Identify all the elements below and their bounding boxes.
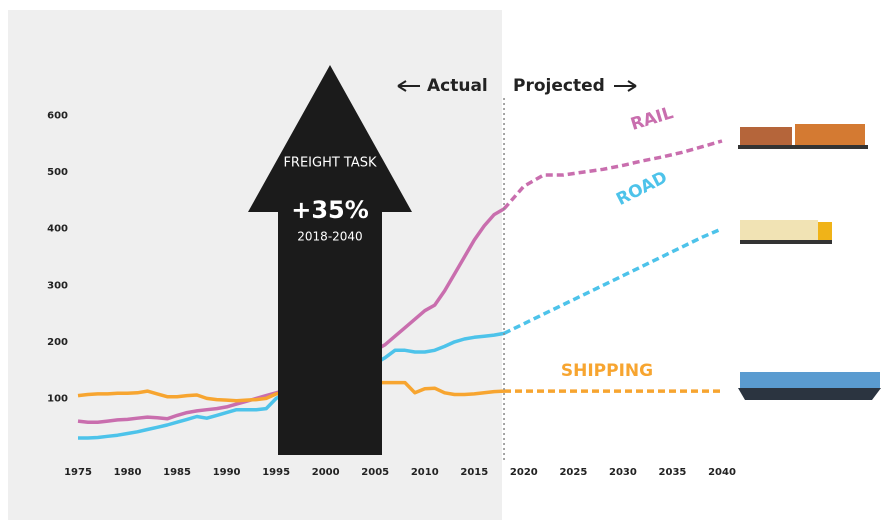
ship-hull — [738, 388, 881, 400]
x-tick-label: 2025 — [559, 467, 587, 478]
truck-cab — [818, 222, 832, 240]
arrow-value: +35% — [291, 196, 369, 224]
y-tick-label: 400 — [47, 224, 68, 235]
y-tick-label: 500 — [47, 167, 68, 178]
x-tick-label: 1985 — [163, 467, 191, 478]
freight-arrow: FREIGHT TASK +35% 2018-2040 — [248, 65, 412, 455]
actual-panel — [8, 10, 502, 520]
arrow-title: FREIGHT TASK — [283, 156, 377, 171]
x-tick-label: 2040 — [708, 467, 736, 478]
x-tick-label: 2005 — [361, 467, 389, 478]
y-tick-label: 200 — [47, 337, 68, 348]
arrow-shape — [248, 65, 412, 455]
x-tick-label: 1995 — [262, 467, 290, 478]
projected-line — [503, 227, 723, 335]
train-base — [738, 145, 868, 149]
actual-label: Actual — [427, 76, 488, 96]
y-tick-label: 300 — [47, 280, 68, 291]
right-arrow — [614, 80, 637, 92]
x-tick-label: 2030 — [609, 467, 637, 478]
x-tick-label: 2035 — [659, 467, 687, 478]
train-engine — [795, 124, 865, 145]
projected-label: Projected — [513, 76, 605, 96]
series-label: ROAD — [613, 167, 671, 209]
y-tick-label: 600 — [47, 111, 68, 122]
x-tick-label: 2000 — [312, 467, 340, 478]
x-tick-label: 1980 — [114, 467, 142, 478]
series-label: SHIPPING — [561, 361, 653, 381]
series-label: RAIL — [628, 103, 676, 135]
projected-line — [502, 139, 723, 211]
train-car — [740, 127, 792, 145]
period-labels: Actual Projected — [397, 76, 637, 96]
left-arrow — [397, 80, 420, 92]
x-tick-label: 1990 — [213, 467, 241, 478]
truck-trailer — [740, 220, 818, 240]
arrow-period: 2018-2040 — [297, 230, 362, 244]
truck-base — [740, 240, 832, 244]
x-tick-label: 2020 — [510, 467, 538, 478]
y-tick-label: 100 — [47, 393, 68, 404]
x-tick-label: 2015 — [460, 467, 488, 478]
x-tick-label: 1975 — [64, 467, 92, 478]
icons — [738, 124, 881, 400]
x-tick-label: 2010 — [411, 467, 439, 478]
ship-cargo — [740, 372, 880, 388]
